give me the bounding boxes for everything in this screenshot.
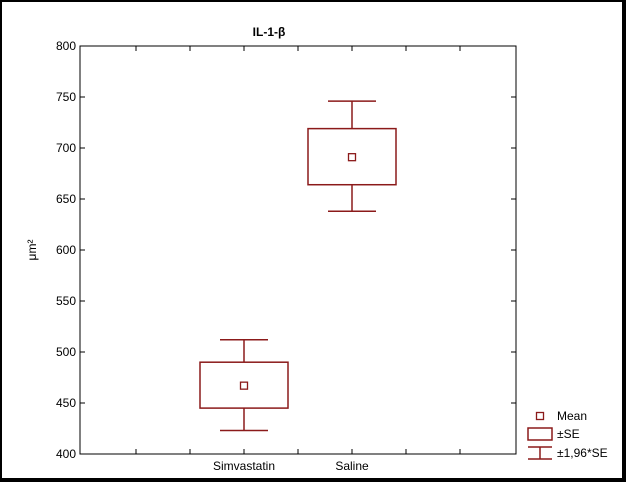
mean-marker [347,153,357,162]
legend-se-icon [527,427,553,441]
y-tick-label: 550 [56,294,76,308]
plot-area [79,45,517,455]
legend: Mean ±SE ±1,96*SE [527,409,608,460]
y-axis-label: μm² [25,240,39,261]
y-tick-label: 600 [56,243,76,257]
legend-label: Mean [557,409,587,423]
x-axis: Simvastatin Saline [135,46,461,473]
box-group [307,100,397,212]
y-axis: 400 450 500 550 600 650 700 750 800 [56,39,516,461]
x-tick-label: Simvastatin [213,459,275,473]
y-tick-label: 700 [56,141,76,155]
y-tick-label: 800 [56,39,76,53]
y-tick-label: 750 [56,90,76,104]
chart-title: IL-1-β [253,25,286,39]
legend-label: ±1,96*SE [557,446,608,460]
se-box [199,361,289,409]
box-group [199,339,289,432]
y-tick-label: 450 [56,396,76,410]
se-box [307,127,397,186]
box-series [199,100,397,432]
x-tick-label: Saline [335,459,369,473]
y-tick-label: 400 [56,447,76,461]
y-tick-label: 500 [56,345,76,359]
legend-label: ±SE [557,427,580,441]
y-tick-label: 650 [56,192,76,206]
legend-mean-icon [535,411,545,421]
mean-marker [239,381,249,390]
